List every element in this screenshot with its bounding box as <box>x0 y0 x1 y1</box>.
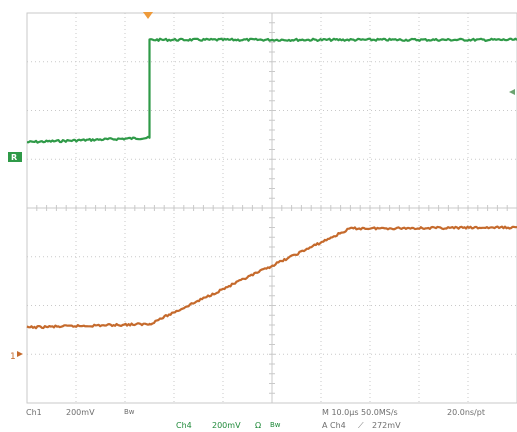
timebase-readout: M 10.0μs 50.0MS/s <box>322 408 398 417</box>
graticule <box>26 12 517 404</box>
ch4-ground-marker-arrow <box>17 351 23 357</box>
ch4-scale: 200mV <box>212 421 241 430</box>
ch4-name: Ch4 <box>176 421 192 430</box>
ch4-ground-marker-label: 1 <box>10 352 16 362</box>
trigger-level-marker <box>509 89 515 95</box>
trigger-source: A Ch4 <box>322 421 346 430</box>
ch1-scale: 200mV <box>66 408 95 417</box>
ch1-name: Ch1 <box>26 408 42 417</box>
resolution-readout: 20.0ns/pt <box>447 408 485 417</box>
ch4-bandwidth-limit: Bw <box>270 421 281 429</box>
ch4-impedance: Ω <box>255 421 262 430</box>
ch1-ground-marker-label: R <box>11 153 17 162</box>
graticule-border <box>26 12 517 404</box>
trigger-position-marker <box>143 12 153 19</box>
ch1-bandwidth-limit: Bw <box>124 408 135 416</box>
trigger-slope-icon: ⟋ <box>358 421 364 430</box>
trigger-level: 272mV <box>372 421 401 430</box>
ch1-trace <box>26 37 517 144</box>
ch1-ground-marker <box>8 152 22 162</box>
ch4-trace <box>26 225 517 330</box>
markers: R 1 <box>8 12 515 362</box>
traces <box>26 37 517 330</box>
